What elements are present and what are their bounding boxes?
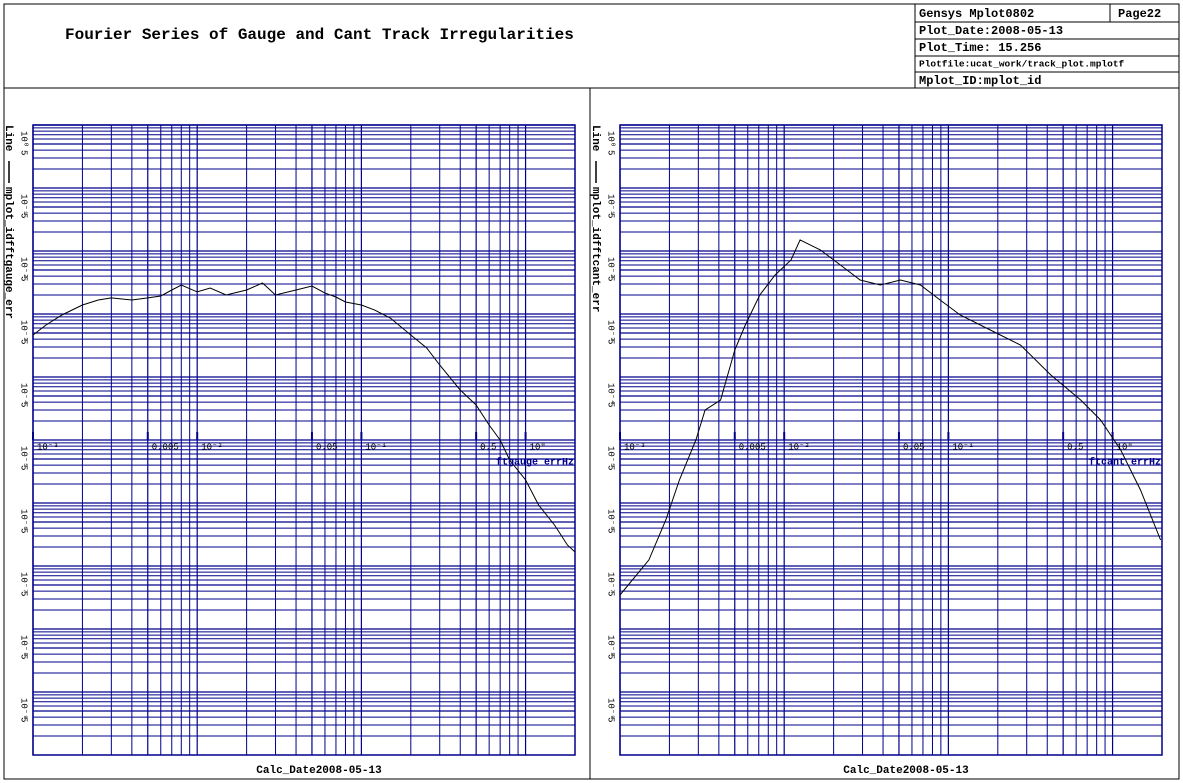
y-tick-label: 5 [19,213,29,218]
footer: Calc_Date2008-05-13 [256,765,382,777]
x-tick-label: 0.05 [903,442,925,452]
y-tick-label: 10⁻⁸ [19,635,29,657]
y-tick-label: 5 [606,276,616,281]
y-tick-label: 10⁻³ [606,320,616,342]
y-tick-label: 5 [606,591,616,596]
info-frame [914,3,1180,89]
x-tick-label: 0.5 [480,442,496,452]
tick-mark [783,432,786,440]
legend-name: mplot_idfftgauge_err [2,187,14,319]
x-axis-label: ftcant_errHz [1089,457,1161,469]
y-tick-label: 5 [19,465,29,470]
y-tick-label: 10⁻¹ [19,194,29,216]
tick-mark [310,432,313,440]
legend-name: mplot_idfftcant_err [589,187,601,312]
x-tick-label: 10⁻³ [624,442,646,452]
y-tick-label: 10⁻⁹ [606,698,616,720]
y-tick-label: 10⁻⁴ [19,383,30,405]
y-tick-label: 5 [19,591,29,596]
tick-mark [524,432,527,440]
y-tick-label: 10⁻² [19,257,29,279]
y-tick-label: 10⁻⁴ [606,383,617,405]
y-tick-label: 5 [606,654,616,659]
y-tick-label: 10⁻⁷ [19,572,29,594]
x-tick-label: 10⁰ [1117,442,1133,452]
tick-mark [196,432,199,440]
y-tick-label: 10⁰ [606,131,616,147]
y-tick-label: 10⁻⁶ [19,509,29,531]
tick-mark [1111,432,1114,440]
y-tick-label: 5 [606,717,616,722]
plot: 10⁻³ 0.005 10⁻² 0.05 10⁻¹ 0.5 10⁰10⁰510⁻¹510⁻²… [2,124,576,777]
program: Gensys Mplot0802 [919,7,1034,21]
title: Fourier Series of Gauge and Cant Track I… [65,26,574,44]
y-tick-label: 10⁻⁶ [606,509,616,531]
y-tick-label: 5 [19,402,29,407]
y-tick-label: 5 [19,717,29,722]
y-tick-label: 10⁻⁵ [606,446,616,468]
x-tick-label: 0.5 [1067,442,1083,452]
x-tick-label: 0.005 [152,442,179,452]
y-tick-label: 5 [19,528,29,533]
tick-mark [1062,432,1065,440]
x-tick-label: 10⁻¹ [365,442,387,452]
y-tick-label: 10⁻⁹ [19,698,29,720]
y-tick-label: 5 [606,402,616,407]
plot-frame [619,124,1163,756]
tick-mark [947,432,950,440]
mplot-id: Mplot_ID:mplot_id [919,74,1041,88]
y-tick-label: 5 [19,339,29,344]
y-tick-label: 5 [606,150,616,155]
page-frame [3,3,1180,780]
legend-prefix: Line [2,125,14,152]
info-box [914,3,1180,89]
plot-time: Plot_Time: 15.256 [919,41,1041,55]
y-tick-label: 10⁻¹ [606,194,616,216]
data-line [619,239,1162,596]
x-tick-label: 10⁰ [530,442,546,452]
y-tick-label: 5 [606,528,616,533]
plot: 10⁻³ 0.005 10⁻² 0.05 10⁻¹ 0.5 10⁰10⁰510⁻¹510⁻²… [589,124,1163,777]
legend: Line mplot_idfftcant_err [589,125,601,312]
y-tick-label: 10⁰ [19,131,29,147]
y-tick-label: 5 [19,150,29,155]
y-tick-label: 5 [19,276,29,281]
tick-mark [733,432,736,440]
y-tick-label: 5 [19,654,29,659]
tick-mark [360,432,363,440]
x-tick-label: 10⁻³ [37,442,59,452]
x-tick-label: 10⁻² [201,442,223,452]
plotfile: Plotfile:ucat_work/track_plot.mplotf [919,59,1125,70]
x-tick-label: 0.05 [316,442,338,452]
tick-mark [475,432,478,440]
y-tick-label: 5 [606,465,616,470]
legend-prefix: Line [589,125,601,152]
y-tick-label: 5 [606,213,616,218]
x-tick-label: 10⁻¹ [952,442,974,452]
y-tick-label: 10⁻² [606,257,616,279]
y-tick-label: 10⁻⁸ [606,635,616,657]
footer: Calc_Date2008-05-13 [843,765,969,777]
y-tick-label: 5 [606,339,616,344]
plot-date: Plot_Date:2008-05-13 [919,24,1063,38]
tick-mark [897,432,900,440]
y-tick-label: 10⁻⁵ [19,446,29,468]
x-axis-label: ftgauge_errHz [496,457,574,469]
y-tick-label: 10⁻³ [19,320,29,342]
x-tick-label: 0.005 [739,442,766,452]
data-line [32,282,576,553]
page-number: Page22 [1118,7,1161,21]
y-tick-label: 10⁻⁷ [606,572,616,594]
plot-frame [32,124,576,756]
legend: Line mplot_idfftgauge_err [2,125,14,319]
tick-mark [146,432,149,440]
x-tick-label: 10⁻² [788,442,810,452]
